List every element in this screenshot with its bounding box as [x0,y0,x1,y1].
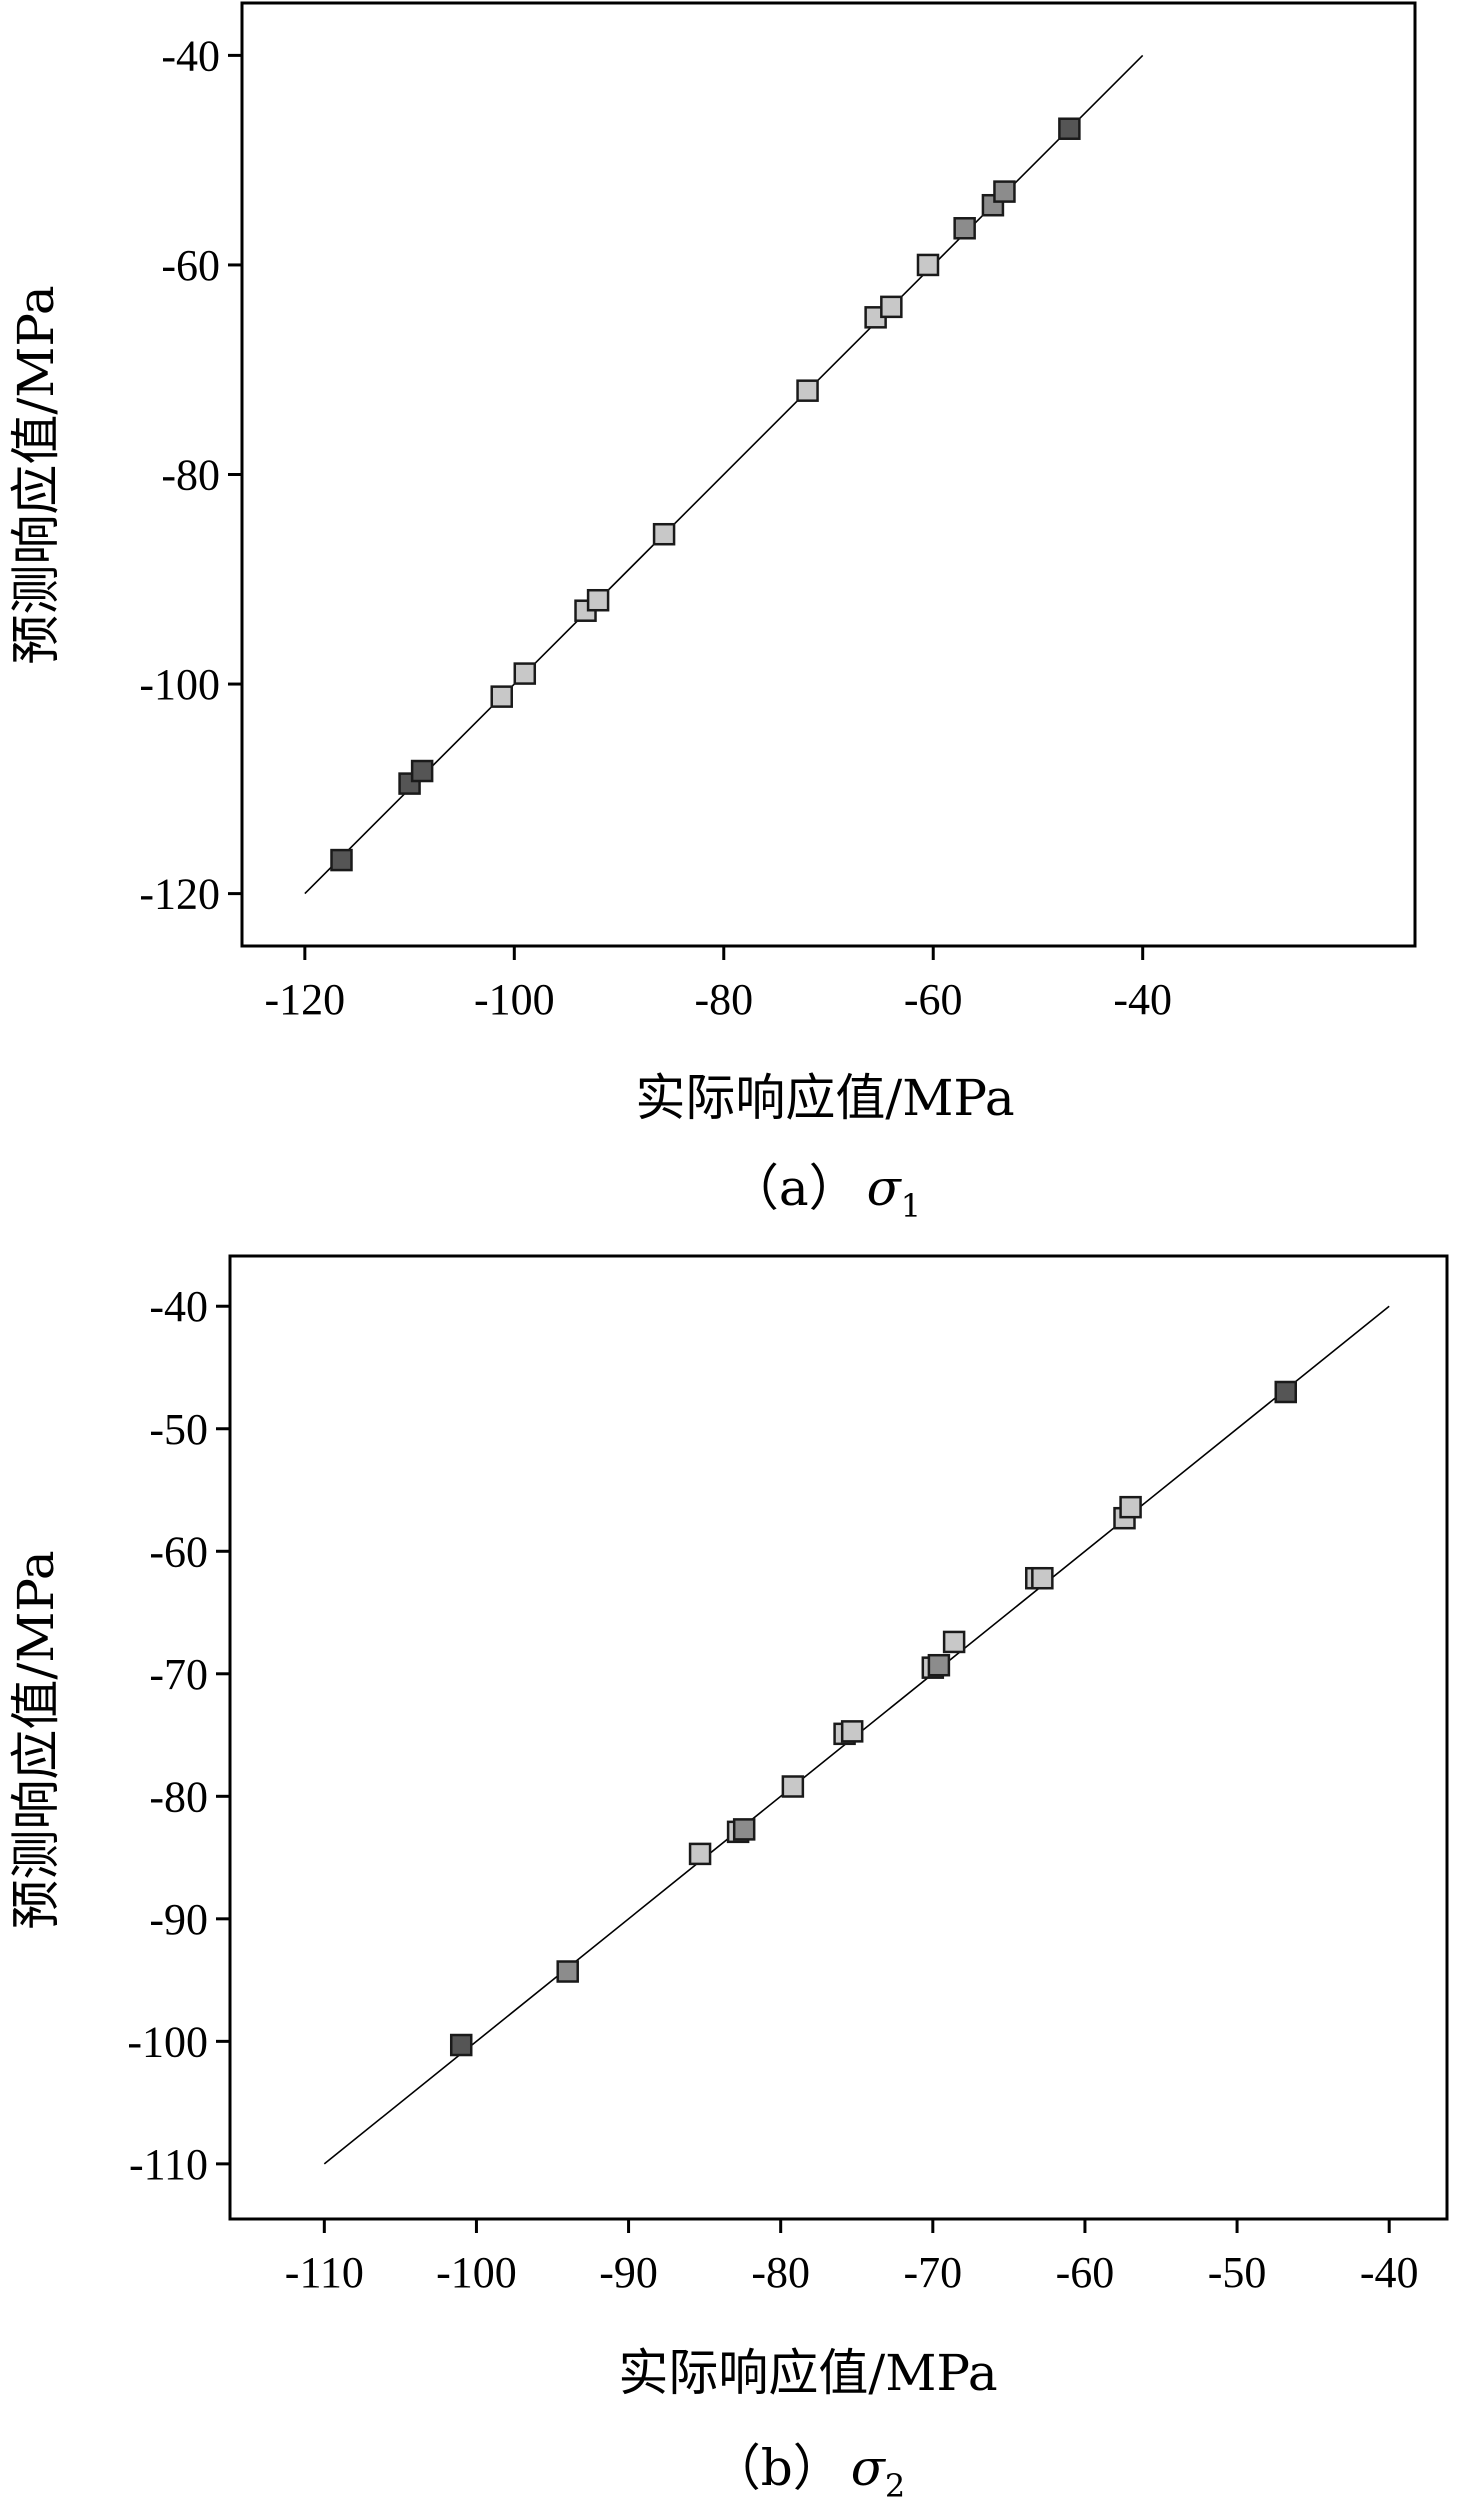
x-axis-label-a: 实际响应值/MPa [635,1069,1014,1127]
x-tick-label: -120 [265,975,346,1024]
data-point [781,1775,805,1798]
y-tick-label: -60 [149,1527,208,1576]
data-point [449,2033,473,2057]
ticks-a: -120 -100 -80 -60 -40 -120 -100 -80 -60 -40 [139,31,1172,1024]
data-point [490,685,513,708]
y-tick-label: -90 [149,1895,208,1944]
data-point [586,588,610,612]
y-tick-label: -80 [149,1772,208,1821]
data-point [880,295,903,319]
y-tick-label: -60 [161,241,220,290]
data-point [732,1818,756,1841]
plot-area-b [228,1254,1449,2221]
x-tick-label: -70 [903,2248,962,2297]
y-tick-label: -80 [161,451,220,500]
data-point [556,1960,579,1983]
data-point [688,1842,712,1866]
data-point [942,1630,966,1654]
x-tick-label: -60 [904,975,963,1024]
x-tick-label: -60 [1056,2248,1115,2297]
x-tick-label: -80 [694,975,753,1024]
caption-a: （a） σ1 [729,1159,921,1225]
y-tick-label: -40 [161,31,220,80]
ticks-b: -110 -100 -90 -80 -70 -60 -50 -40 -110 -100 -90 -80… [127,1282,1418,2297]
x-tick-label: -110 [285,2248,364,2297]
x-tick-label: -50 [1208,2248,1267,2297]
y-tick-label: -100 [139,660,220,709]
caption-b-subscript: 2 [885,2467,905,2501]
data-point [916,253,940,277]
data-point [953,217,976,240]
x-tick-label: -40 [1113,975,1172,1024]
data-point [410,759,434,783]
data-point [1031,1566,1054,1590]
data-point [796,379,819,402]
panel-a: -120 -100 -80 -60 -40 -120 -100 -80 -60 -40 实际响应值… [7,1,1417,1225]
data-point [330,848,353,872]
data-point [993,180,1016,203]
y-tick-label: -70 [149,1650,208,1699]
data-point [1119,1495,1142,1519]
data-point [840,1720,864,1743]
x-tick-label: -90 [599,2248,658,2297]
caption-a-symbol: σ [867,1159,903,1217]
caption-a-prefix: （a） [729,1159,859,1217]
caption-b-symbol: σ [851,2439,887,2497]
panel-b: -110 -100 -90 -80 -70 -60 -50 -40 -110 -100 -90 -80… [7,1254,1449,2501]
x-axis-label-b: 实际响应值/MPa [618,2344,997,2402]
x-tick-label: -80 [751,2248,810,2297]
y-axis-label-b: 预测响应值/MPa [7,1550,65,1929]
data-point [1274,1380,1297,1404]
plot-area-a [240,1,1417,948]
data-point [1058,117,1081,140]
x-tick-label: -40 [1360,2248,1419,2297]
y-tick-label: -110 [129,2140,208,2189]
data-point [513,662,537,685]
y-axis-label-a: 预测响应值/MPa [7,285,65,664]
points-b [449,1380,1297,2057]
x-tick-label: -100 [474,975,555,1024]
y-tick-label: -100 [127,2017,208,2066]
points-a [330,117,1081,872]
caption-b: （b） σ2 [711,2439,906,2501]
x-tick-label: -100 [436,2248,517,2297]
caption-b-prefix: （b） [711,2439,843,2497]
y-tick-label: -50 [149,1405,208,1454]
data-point [652,522,676,546]
caption-a-subscript: 1 [901,1187,921,1225]
y-tick-label: -40 [149,1282,208,1331]
y-tick-label: -120 [139,870,220,919]
data-point [927,1653,951,1677]
